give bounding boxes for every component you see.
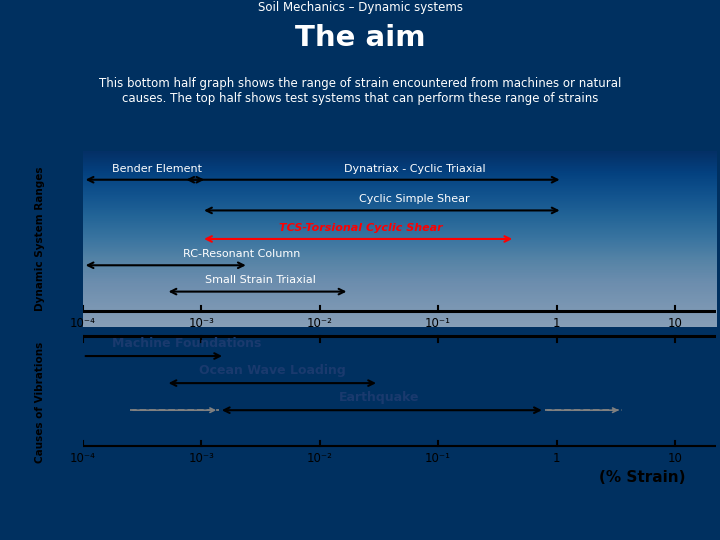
Text: Small Strain Triaxial: Small Strain Triaxial bbox=[205, 275, 316, 286]
Text: 10⁻²: 10⁻² bbox=[307, 317, 333, 330]
Text: 10: 10 bbox=[667, 317, 683, 330]
Text: RC-Resonant Column: RC-Resonant Column bbox=[184, 249, 301, 259]
Text: 1: 1 bbox=[553, 317, 560, 330]
Text: 10⁻³: 10⁻³ bbox=[189, 317, 214, 330]
Text: Dynatriax - Cyclic Triaxial: Dynatriax - Cyclic Triaxial bbox=[343, 164, 485, 173]
Text: The aim: The aim bbox=[294, 24, 426, 52]
Text: TCS-Torsional Cyclic Shear: TCS-Torsional Cyclic Shear bbox=[279, 223, 443, 233]
Text: 10⁻¹: 10⁻¹ bbox=[425, 452, 451, 465]
Text: 10⁻⁴: 10⁻⁴ bbox=[70, 452, 96, 465]
Text: Soil Mechanics – Dynamic systems: Soil Mechanics – Dynamic systems bbox=[258, 2, 462, 15]
Text: This bottom half graph shows the range of strain encountered from machines or na: This bottom half graph shows the range o… bbox=[99, 77, 621, 105]
Text: Dynamic System Ranges: Dynamic System Ranges bbox=[35, 167, 45, 311]
Text: Earthquake: Earthquake bbox=[338, 391, 419, 404]
Text: Ocean Wave Loading: Ocean Wave Loading bbox=[199, 364, 346, 377]
Text: 10⁻³: 10⁻³ bbox=[189, 452, 214, 465]
Text: 10⁻²: 10⁻² bbox=[307, 452, 333, 465]
Text: 10⁻¹: 10⁻¹ bbox=[425, 317, 451, 330]
Text: Machine Foundations: Machine Foundations bbox=[112, 337, 262, 350]
Text: 10⁻⁴: 10⁻⁴ bbox=[70, 317, 96, 330]
Text: Cyclic Simple Shear: Cyclic Simple Shear bbox=[359, 194, 469, 204]
Text: Causes of Vibrations: Causes of Vibrations bbox=[35, 342, 45, 463]
Text: (% Strain): (% Strain) bbox=[598, 470, 685, 485]
Text: Bender Element: Bender Element bbox=[112, 164, 202, 173]
Text: 10: 10 bbox=[667, 452, 683, 465]
Text: 1: 1 bbox=[553, 452, 560, 465]
